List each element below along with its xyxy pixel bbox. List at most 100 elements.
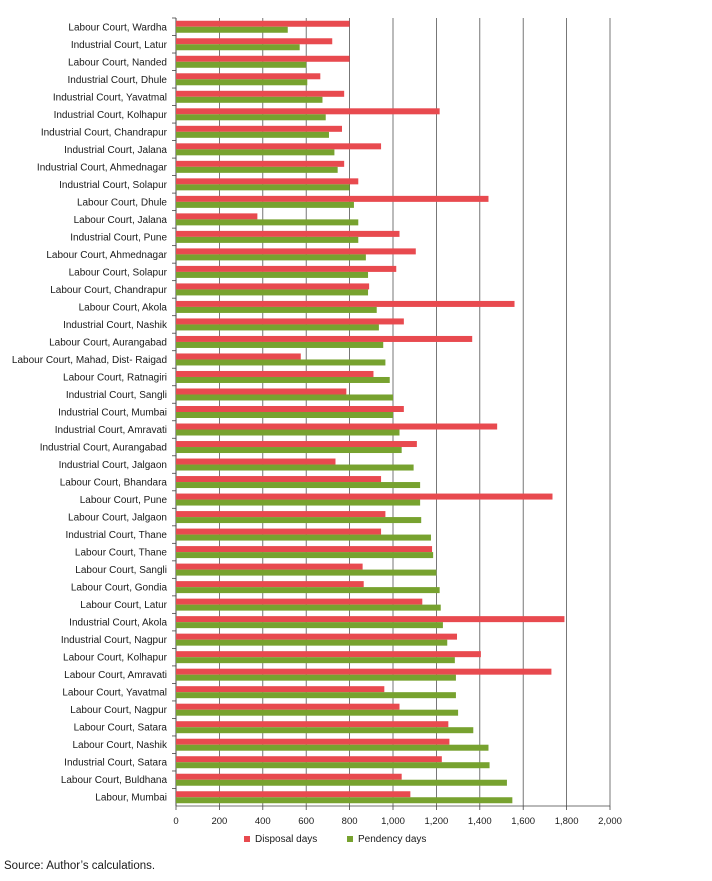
category-label: Industrial Court, Pune xyxy=(70,232,167,243)
bar-disposal-days xyxy=(176,73,321,80)
bar-disposal-days xyxy=(176,493,553,500)
bar-pendency-days xyxy=(176,201,354,208)
bar-pendency-days xyxy=(176,499,421,506)
category-label: Labour Court, Yavatmal xyxy=(62,688,167,699)
category-label: Labour Court, Thane xyxy=(75,548,168,559)
bar-pendency-days xyxy=(176,569,437,576)
bar-disposal-days xyxy=(176,423,498,430)
category-label: Labour Court, Ahmednagar xyxy=(46,250,167,261)
x-tick-label: 1,000 xyxy=(381,816,405,827)
bar-disposal-days xyxy=(176,283,370,290)
bar-disposal-days xyxy=(176,55,350,62)
x-tick-label: 800 xyxy=(342,816,358,827)
bar-disposal-days xyxy=(176,546,433,553)
category-label: Labour Court, Nagpur xyxy=(70,705,167,716)
category-label: Industrial Court, Jalana xyxy=(64,145,167,156)
bar-pendency-days xyxy=(176,219,359,226)
category-label: Industrial Court, Amravati xyxy=(55,425,167,436)
bar-pendency-days xyxy=(176,674,456,681)
bar-pendency-days xyxy=(176,44,300,51)
category-label: Labour Court, Nanded xyxy=(68,57,167,68)
bar-pendency-days xyxy=(176,61,307,68)
bar-disposal-days xyxy=(176,388,347,395)
x-tick-label: 400 xyxy=(255,816,271,827)
bar-disposal-days xyxy=(176,616,565,623)
bar-disposal-days xyxy=(176,633,458,640)
category-label: Labour Court, Sangli xyxy=(75,565,167,576)
x-tick-label: 1,400 xyxy=(468,816,492,827)
category-label: Industrial Court, Satara xyxy=(64,758,167,769)
category-label: Industrial Court, Chandrapur xyxy=(41,127,168,138)
legend-label: Pendency days xyxy=(358,834,426,845)
bar-pendency-days xyxy=(176,324,379,331)
bar-pendency-days xyxy=(176,604,441,611)
category-label: Labour Court, Latur xyxy=(80,600,167,611)
bar-pendency-days xyxy=(176,412,393,418)
category-label: Labour Court, Solapur xyxy=(69,267,168,278)
x-tick-label: 0 xyxy=(173,816,178,827)
bar-pendency-days xyxy=(176,517,422,524)
x-tick-label: 1,200 xyxy=(425,816,449,827)
category-label: Labour Court, Buldhana xyxy=(61,775,168,786)
category-label: Labour Court, Chandrapur xyxy=(50,285,167,296)
category-label: Labour Court, Amravati xyxy=(64,670,167,681)
bar-pendency-days xyxy=(176,254,366,261)
bar-disposal-days xyxy=(176,791,411,798)
bar-pendency-days xyxy=(176,692,456,699)
bar-disposal-days xyxy=(176,195,489,202)
legend: Disposal days Pendency days xyxy=(244,834,426,845)
bar-pendency-days xyxy=(176,79,308,86)
bar-pendency-days xyxy=(176,394,393,401)
bar-pendency-days xyxy=(176,587,440,594)
bar-pendency-days xyxy=(176,131,329,138)
category-label: Industrial Court, Yavatmal xyxy=(53,92,167,103)
bar-pendency-days xyxy=(176,552,434,559)
category-label: Industrial Court, Jalgaon xyxy=(59,460,167,471)
category-label: Industrial Court, Mumbai xyxy=(58,408,167,419)
category-label: Labour Court, Dhule xyxy=(77,197,167,208)
bar-disposal-days xyxy=(176,773,402,780)
bar-pendency-days xyxy=(176,744,489,751)
bar-disposal-days xyxy=(176,108,440,115)
bar-pendency-days xyxy=(176,779,507,786)
bar-pendency-days xyxy=(176,306,377,313)
bar-disposal-days xyxy=(176,213,258,220)
bar-pendency-days xyxy=(176,341,384,348)
bar-pendency-days xyxy=(176,464,414,471)
category-label: Industrial Court, Kolhapur xyxy=(54,110,168,121)
bar-disposal-days xyxy=(176,38,333,45)
bar-disposal-days xyxy=(176,581,364,588)
category-label: Labour Court, Wardha xyxy=(68,22,167,33)
x-axis: 0 200 400 600 800 1,000 1,200 1,400 1,600 1,800 2,… xyxy=(173,805,622,827)
category-label: Industrial Court, Nashik xyxy=(63,320,168,331)
category-label: Industrial Court, Thane xyxy=(65,530,167,541)
bar-pendency-days xyxy=(176,762,490,769)
bar-disposal-days xyxy=(176,721,449,728)
bar-disposal-days xyxy=(176,756,442,763)
bar-disposal-days xyxy=(176,406,404,412)
x-tick-label: 1,800 xyxy=(555,816,579,827)
bar-disposal-days xyxy=(176,160,345,167)
category-labels: Labour Court, Wardha Industrial Court, La… xyxy=(12,17,176,804)
bar-disposal-days xyxy=(176,738,450,745)
bar-pendency-days xyxy=(176,149,335,156)
bar-pendency-days xyxy=(176,359,386,366)
bar-pendency-days xyxy=(176,114,326,121)
bar-disposal-days xyxy=(176,598,423,605)
x-tick-label: 200 xyxy=(211,816,227,827)
category-label: Labour Court, Gondia xyxy=(71,583,168,594)
bar-pendency-days xyxy=(176,96,323,103)
bar-pendency-days xyxy=(176,184,350,191)
bar-pendency-days xyxy=(176,289,369,296)
category-label: Labour Court, Bhandara xyxy=(60,478,168,489)
bar-pendency-days xyxy=(176,797,513,804)
bar-pendency-days xyxy=(176,166,338,173)
bar-disposal-days xyxy=(176,686,385,693)
category-label: Industrial Court, Akola xyxy=(69,618,167,629)
bar-pendency-days xyxy=(176,709,459,716)
category-label: Labour Court, Jalana xyxy=(74,215,168,226)
bar-pendency-days xyxy=(176,534,431,541)
bar-disposal-days xyxy=(176,370,374,377)
bar-disposal-days xyxy=(176,668,552,675)
